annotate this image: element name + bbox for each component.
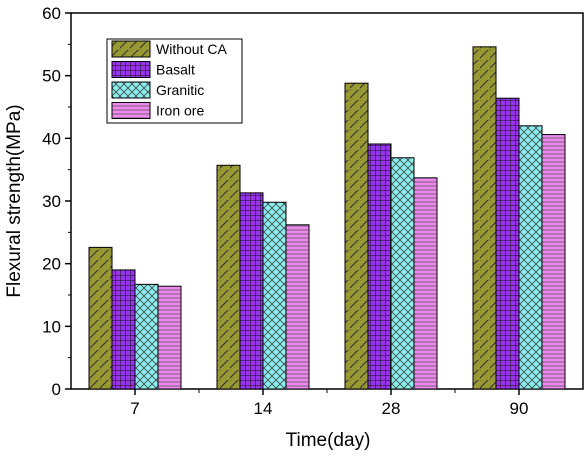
- legend-label: Without CA: [156, 41, 227, 57]
- y-tick-label: 30: [42, 192, 61, 211]
- bar: [344, 82, 369, 390]
- bar: [262, 201, 287, 390]
- y-tick-label: 20: [42, 255, 61, 274]
- bar: [413, 177, 438, 390]
- bar: [111, 269, 136, 390]
- bar: [157, 285, 182, 390]
- legend-label: Granitic: [156, 82, 204, 98]
- legend-swatch: [111, 81, 151, 99]
- bar: [88, 246, 113, 390]
- bar: [216, 164, 241, 390]
- y-tick-label: 40: [42, 129, 61, 148]
- legend-swatch: [111, 61, 151, 78]
- bar: [367, 143, 392, 390]
- x-tick-label: 28: [382, 399, 401, 418]
- bar: [134, 283, 159, 390]
- bar: [472, 46, 497, 390]
- bar: [285, 224, 310, 390]
- bar: [239, 192, 264, 390]
- legend-label: Iron ore: [156, 103, 204, 119]
- y-tick-label: 0: [52, 380, 61, 399]
- x-axis-label: Time(day): [286, 430, 371, 451]
- bar: [390, 157, 415, 390]
- plot-area: 0 10 20 30 40 50 60 7 14 28 90: [42, 4, 584, 418]
- bar: [495, 97, 520, 390]
- x-tick-label: 14: [254, 399, 273, 418]
- bar: [518, 125, 543, 390]
- y-axis-label: Flexural strength(MPa): [4, 104, 25, 297]
- legend-swatch: [111, 102, 151, 119]
- y-tick-label: 10: [42, 317, 61, 336]
- x-tick-label: 7: [130, 399, 139, 418]
- legend: Without CA Basalt Granitic Iron ore: [106, 38, 243, 124]
- y-tick-label: 60: [42, 4, 61, 23]
- legend-label: Basalt: [156, 62, 195, 78]
- y-tick-label: 50: [42, 67, 61, 86]
- x-tick-label: 90: [510, 399, 529, 418]
- legend-swatch: [111, 40, 151, 58]
- bar: [541, 134, 566, 390]
